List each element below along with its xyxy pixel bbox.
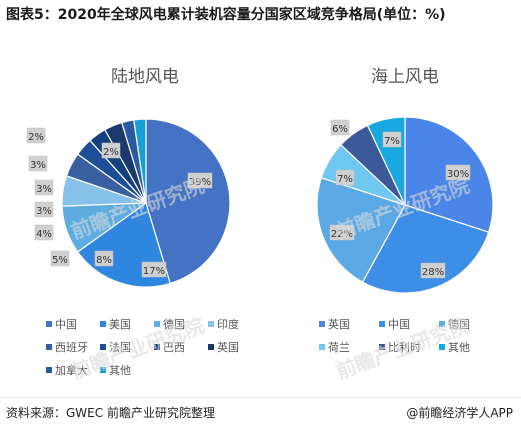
- legend-swatch-英国: [319, 321, 325, 327]
- source-note: 资料来源：GWEC 前瞻产业研究院整理: [6, 406, 215, 420]
- data-label-box: [101, 142, 121, 159]
- data-label-荷兰: 7%: [337, 174, 353, 185]
- legend-swatch-印度: [208, 321, 214, 327]
- data-label-box: [94, 250, 114, 267]
- data-label-其他: 7%: [384, 136, 400, 147]
- data-label-英国: 3%: [30, 160, 46, 171]
- data-label-西班牙: 4%: [36, 229, 52, 240]
- pie-slice-其他: [133, 118, 147, 204]
- data-label-德国: 8%: [96, 255, 112, 266]
- legend-swatch-比利时: [379, 344, 385, 350]
- data-label-box: [50, 250, 70, 267]
- data-label-巴西: 3%: [36, 184, 52, 195]
- data-label-box: [445, 164, 471, 181]
- legend-swatch-西班牙: [46, 344, 52, 350]
- legend-label-美国: 美国: [109, 318, 131, 331]
- legend-swatch-巴西: [154, 344, 160, 350]
- legend-label-英国: 英国: [217, 340, 239, 354]
- data-label-box: [28, 155, 48, 172]
- legend-label-巴西: 巴西: [163, 341, 185, 354]
- data-label-加拿大: 2%: [28, 132, 44, 143]
- legend-swatch-美国: [100, 321, 106, 327]
- data-label-box: [420, 262, 446, 279]
- legend-label-法国: 法国: [109, 340, 131, 354]
- data-label-box: [382, 131, 402, 148]
- legend-swatch-英国: [208, 344, 214, 350]
- legend-label-加拿大: 加拿大: [55, 363, 88, 377]
- data-label-box: [34, 201, 54, 218]
- legend-swatch-中国: [379, 321, 385, 327]
- legend-label-英国: 英国: [328, 317, 350, 331]
- legend-swatch-法国: [100, 344, 106, 350]
- pie-title-1: 陆地风电: [111, 67, 179, 87]
- legend-label-中国: 中国: [388, 318, 410, 331]
- credit-note: @前瞻经济学人APP: [406, 406, 513, 420]
- data-label-中国: 39%: [189, 177, 211, 188]
- data-label-box: [141, 261, 167, 278]
- legend-label-比利时: 比利时: [388, 341, 421, 354]
- legend-swatch-德国: [439, 321, 445, 327]
- legend-label-西班牙: 西班牙: [55, 341, 88, 354]
- legend-label-其他: 其他: [448, 341, 470, 354]
- legend-swatch-加拿大: [46, 367, 52, 373]
- legend-label-德国: 德国: [448, 317, 470, 331]
- data-label-法国: 3%: [36, 206, 52, 217]
- data-label-美国: 17%: [143, 266, 165, 277]
- data-label-box: [34, 179, 54, 196]
- legend-label-荷兰: 荷兰: [328, 341, 350, 354]
- data-label-box: [26, 127, 46, 144]
- legend-swatch-其他: [100, 367, 106, 373]
- legend-swatch-中国: [46, 321, 52, 327]
- footer-divider: [0, 397, 521, 398]
- legend-label-德国: 德国: [163, 317, 185, 331]
- legend-label-中国: 中国: [55, 318, 77, 331]
- pie-slice-中国: [145, 118, 231, 285]
- watermark: 前瞻产业研究院: [68, 313, 208, 383]
- legend-swatch-荷兰: [319, 344, 325, 350]
- data-label-中国: 28%: [422, 267, 444, 278]
- data-label-box: [329, 224, 355, 241]
- data-label-box: [330, 119, 350, 136]
- legend-swatch-德国: [154, 321, 160, 327]
- legend-swatch-其他: [439, 344, 445, 350]
- data-label-英国: 30%: [447, 169, 469, 180]
- pie-title-2: 海上风电: [371, 67, 439, 87]
- pie-slice-中国: [361, 204, 490, 294]
- data-label-其他: 2%: [103, 147, 119, 158]
- legend-label-印度: 印度: [217, 317, 239, 331]
- data-label-印度: 5%: [52, 255, 68, 266]
- legend-label-其他: 其他: [109, 364, 131, 377]
- data-label-德国: 22%: [331, 229, 353, 240]
- data-label-比利时: 6%: [332, 124, 348, 135]
- data-label-box: [34, 224, 54, 241]
- chart-title: 图表5：2020年全球风电累计装机容量分国家区域竞争格局(单位：%): [6, 7, 446, 23]
- pie-slice-德国: [316, 177, 406, 283]
- data-label-box: [187, 172, 213, 189]
- data-label-box: [335, 169, 355, 186]
